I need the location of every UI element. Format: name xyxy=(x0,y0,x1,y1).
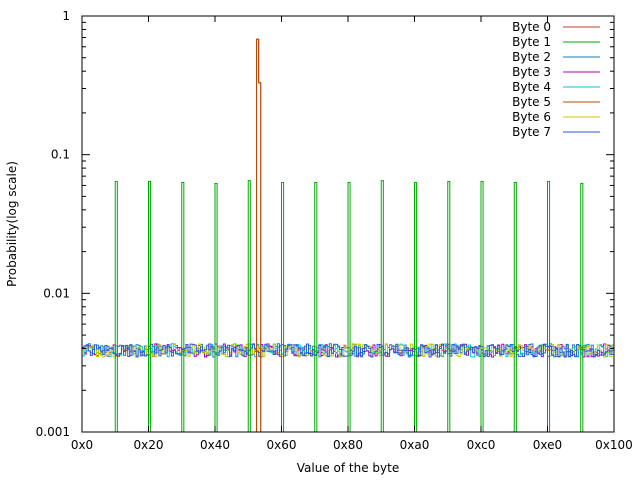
y-tick-label: 0.1 xyxy=(51,148,70,162)
y-tick-label: 1 xyxy=(62,9,70,23)
x-tick-label: 0x60 xyxy=(266,438,296,452)
legend-label-byte-4: Byte 4 xyxy=(512,80,551,94)
legend-label-byte-3: Byte 3 xyxy=(512,65,551,79)
x-axis-label: Value of the byte xyxy=(297,461,399,475)
x-tick-label: 0x40 xyxy=(200,438,230,452)
series-line-byte-1 xyxy=(82,180,614,433)
x-tick-label: 0x80 xyxy=(333,438,363,452)
x-tick-label: 0x20 xyxy=(133,438,163,452)
legend-label-byte-5: Byte 5 xyxy=(512,95,551,109)
legend-label-byte-2: Byte 2 xyxy=(512,50,551,64)
legend-label-byte-6: Byte 6 xyxy=(512,110,551,124)
x-tick-label: 0xc0 xyxy=(467,438,496,452)
axis-ticks: 0x0 0x20 0x40 0x60 0x80 0xa0 0xc0 0xe0 0x100 0.00… xyxy=(36,9,633,452)
legend-label-byte-1: Byte 1 xyxy=(512,35,551,49)
legend-label-byte-7: Byte 7 xyxy=(512,125,551,139)
y-axis-label: Probability(log scale) xyxy=(5,161,19,287)
y-tick-label: 0.001 xyxy=(36,425,70,439)
y-tick-label: 0.01 xyxy=(43,286,70,300)
x-tick-label: 0xa0 xyxy=(400,438,430,452)
x-tick-label: 0x0 xyxy=(71,438,93,452)
legend-label-byte-0: Byte 0 xyxy=(512,20,551,34)
x-tick-label: 0xe0 xyxy=(533,438,562,452)
x-tick-label: 0x100 xyxy=(595,438,633,452)
